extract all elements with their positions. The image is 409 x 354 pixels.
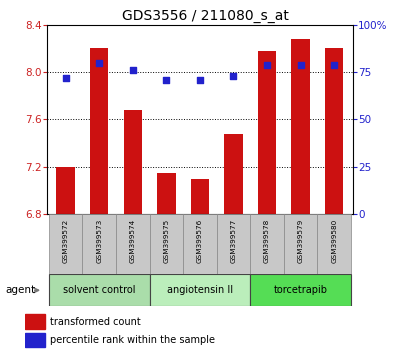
Text: GSM399572: GSM399572 <box>63 219 68 263</box>
Bar <box>216 214 249 274</box>
Bar <box>224 134 242 214</box>
Bar <box>149 214 183 274</box>
Bar <box>257 51 276 214</box>
Text: GDS3556 / 211080_s_at: GDS3556 / 211080_s_at <box>121 9 288 23</box>
Point <box>229 73 236 79</box>
Point <box>196 77 203 82</box>
Text: agent: agent <box>5 285 35 295</box>
Bar <box>123 110 142 214</box>
Bar <box>190 179 209 214</box>
Bar <box>25 314 45 329</box>
Text: GSM399576: GSM399576 <box>196 219 202 263</box>
Bar <box>49 274 149 306</box>
Point <box>96 60 102 65</box>
Bar <box>49 214 82 274</box>
Bar <box>324 48 342 214</box>
Text: GSM399579: GSM399579 <box>297 219 303 263</box>
Text: torcetrapib: torcetrapib <box>273 285 327 295</box>
Bar <box>183 214 216 274</box>
Point <box>330 62 337 67</box>
Bar <box>25 332 45 347</box>
Text: GSM399578: GSM399578 <box>263 219 270 263</box>
Bar <box>82 214 116 274</box>
Bar <box>90 48 108 214</box>
Point <box>297 62 303 67</box>
Point <box>62 75 69 81</box>
Text: percentile rank within the sample: percentile rank within the sample <box>50 335 215 345</box>
Text: GSM399573: GSM399573 <box>96 219 102 263</box>
Text: GSM399574: GSM399574 <box>129 219 135 263</box>
Point <box>129 67 136 73</box>
Bar <box>56 167 75 214</box>
Bar <box>149 274 249 306</box>
Text: angiotensin II: angiotensin II <box>166 285 232 295</box>
Bar <box>249 214 283 274</box>
Point <box>163 77 169 82</box>
Bar <box>291 39 309 214</box>
Text: transformed count: transformed count <box>50 316 141 327</box>
Bar <box>317 214 350 274</box>
Text: solvent control: solvent control <box>63 285 135 295</box>
Bar <box>249 274 350 306</box>
Text: GSM399577: GSM399577 <box>230 219 236 263</box>
Text: GSM399580: GSM399580 <box>330 219 336 263</box>
Bar <box>283 214 317 274</box>
Point <box>263 62 270 67</box>
Bar <box>157 173 175 214</box>
Text: GSM399575: GSM399575 <box>163 219 169 263</box>
Bar <box>116 214 149 274</box>
